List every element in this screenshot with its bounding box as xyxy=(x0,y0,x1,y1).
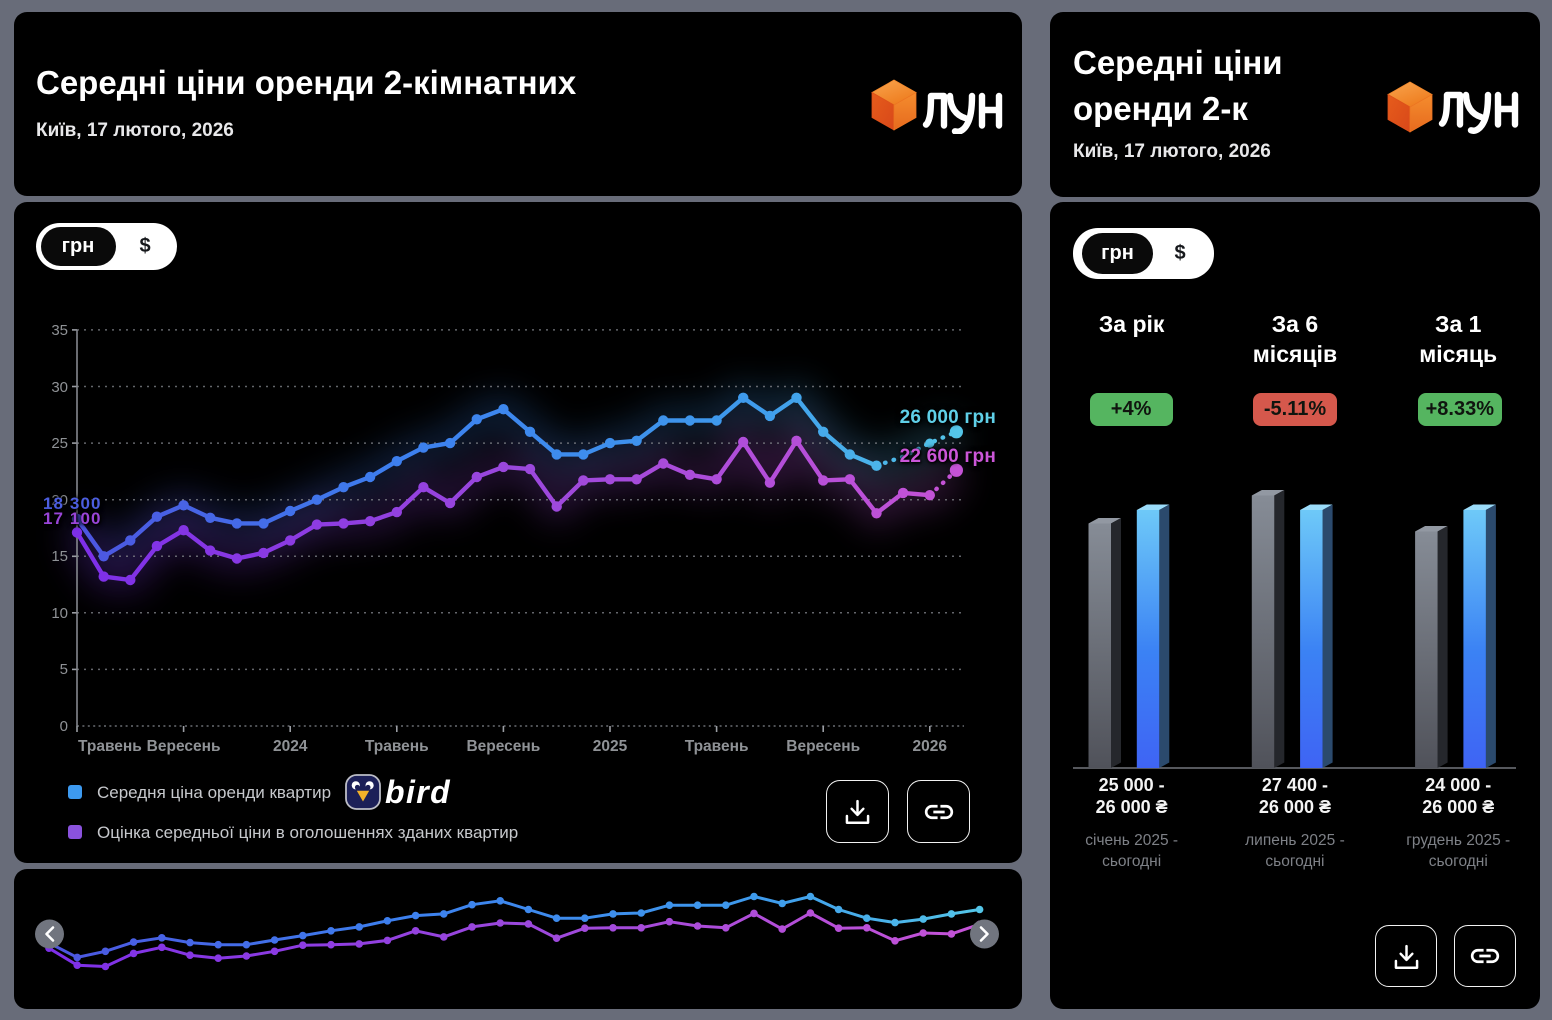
svg-text:2024: 2024 xyxy=(273,738,308,755)
svg-text:Вересень: Вересень xyxy=(147,738,221,755)
svg-text:5: 5 xyxy=(60,661,68,678)
svg-text:15: 15 xyxy=(51,548,68,565)
svg-text:Травень: Травень xyxy=(685,738,749,755)
svg-text:2025: 2025 xyxy=(593,738,628,755)
svg-text:Вересень: Вересень xyxy=(466,738,540,755)
svg-text:30: 30 xyxy=(51,379,68,396)
svg-text:25: 25 xyxy=(51,435,68,452)
svg-text:2026: 2026 xyxy=(913,738,948,755)
svg-text:10: 10 xyxy=(51,605,68,622)
svg-text:Травень: Травень xyxy=(365,738,429,755)
svg-text:Травень: Травень xyxy=(78,738,142,755)
svg-text:Вересень: Вересень xyxy=(786,738,860,755)
svg-text:0: 0 xyxy=(60,718,68,735)
svg-text:35: 35 xyxy=(51,322,68,339)
svg-text:20: 20 xyxy=(51,492,68,509)
